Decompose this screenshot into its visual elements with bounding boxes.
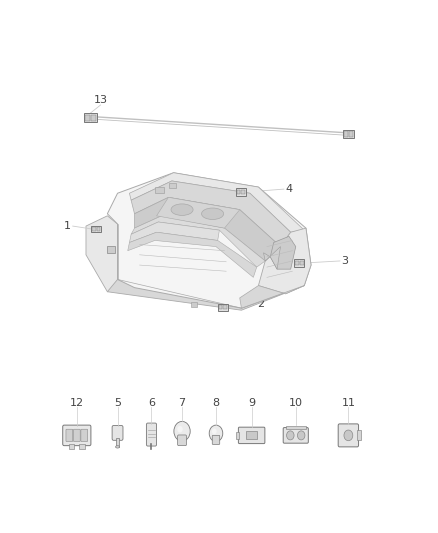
Bar: [91, 115, 96, 121]
FancyBboxPatch shape: [212, 435, 220, 445]
FancyBboxPatch shape: [294, 260, 304, 266]
Text: 3: 3: [342, 256, 349, 266]
Text: 11: 11: [341, 398, 355, 408]
FancyBboxPatch shape: [191, 302, 197, 307]
Text: 4: 4: [286, 184, 293, 194]
FancyBboxPatch shape: [155, 187, 164, 193]
FancyBboxPatch shape: [246, 431, 257, 440]
Bar: [295, 261, 299, 265]
Polygon shape: [264, 247, 280, 269]
Polygon shape: [107, 269, 306, 310]
FancyBboxPatch shape: [112, 425, 123, 440]
Circle shape: [212, 429, 217, 434]
Bar: [237, 190, 240, 195]
Bar: [85, 115, 90, 121]
FancyBboxPatch shape: [84, 114, 96, 122]
Bar: [223, 305, 227, 309]
FancyBboxPatch shape: [338, 424, 359, 447]
FancyBboxPatch shape: [92, 225, 101, 232]
Text: 5: 5: [114, 398, 121, 408]
Circle shape: [177, 426, 183, 432]
Bar: [357, 431, 361, 440]
Circle shape: [209, 425, 223, 441]
FancyBboxPatch shape: [170, 183, 176, 188]
Ellipse shape: [201, 208, 224, 220]
Polygon shape: [130, 173, 304, 232]
Text: 12: 12: [70, 398, 84, 408]
Bar: [97, 227, 100, 231]
Polygon shape: [130, 222, 219, 243]
FancyBboxPatch shape: [238, 427, 265, 443]
FancyBboxPatch shape: [218, 304, 227, 311]
Polygon shape: [107, 173, 311, 308]
FancyBboxPatch shape: [178, 435, 187, 446]
Polygon shape: [156, 197, 240, 228]
Text: 2: 2: [257, 299, 264, 309]
Bar: [79, 443, 85, 449]
Text: 13: 13: [94, 95, 108, 105]
Polygon shape: [131, 181, 291, 247]
FancyBboxPatch shape: [63, 425, 91, 446]
Ellipse shape: [171, 204, 193, 215]
Bar: [92, 227, 96, 231]
FancyBboxPatch shape: [81, 429, 88, 441]
Bar: [300, 261, 304, 265]
Text: 8: 8: [212, 398, 219, 408]
FancyBboxPatch shape: [343, 130, 354, 138]
Circle shape: [344, 430, 353, 441]
FancyBboxPatch shape: [107, 246, 115, 253]
Text: 7: 7: [178, 398, 186, 408]
Polygon shape: [134, 197, 280, 261]
Ellipse shape: [116, 446, 120, 448]
Bar: [237, 432, 240, 439]
Bar: [349, 132, 353, 137]
Bar: [344, 132, 348, 137]
Bar: [286, 425, 306, 429]
FancyBboxPatch shape: [66, 429, 73, 441]
FancyBboxPatch shape: [283, 427, 308, 443]
FancyBboxPatch shape: [146, 423, 156, 446]
Polygon shape: [86, 216, 136, 292]
Text: 10: 10: [289, 398, 303, 408]
FancyBboxPatch shape: [236, 188, 246, 196]
Bar: [241, 190, 245, 195]
Text: 6: 6: [148, 398, 155, 408]
Polygon shape: [240, 286, 304, 308]
Polygon shape: [270, 236, 296, 269]
Circle shape: [174, 422, 190, 441]
Bar: [116, 438, 119, 447]
Polygon shape: [128, 232, 257, 277]
Polygon shape: [131, 216, 265, 267]
FancyBboxPatch shape: [74, 429, 80, 441]
Text: 9: 9: [248, 398, 255, 408]
Polygon shape: [258, 228, 311, 294]
Circle shape: [286, 431, 294, 440]
Bar: [69, 443, 74, 449]
Bar: [219, 305, 223, 309]
Text: 1: 1: [64, 221, 71, 231]
Circle shape: [297, 431, 305, 440]
